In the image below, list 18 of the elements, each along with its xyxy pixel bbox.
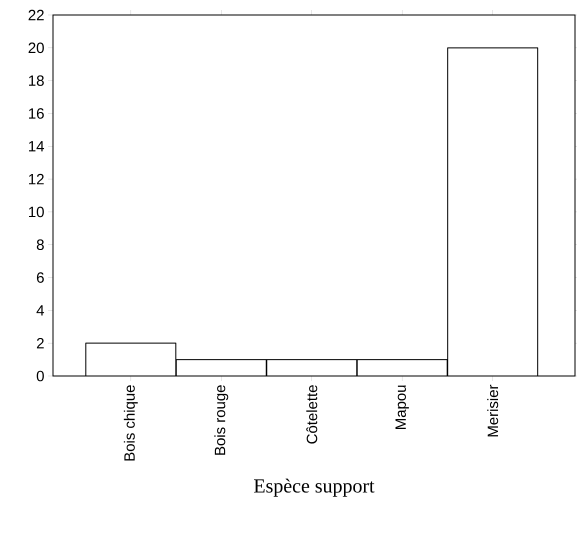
x-tick-label: Bois rouge [214,385,228,455]
y-tick-label: 4 [36,305,44,316]
x-axis-title: Espèce support [254,478,374,497]
y-tick-label: 18 [29,75,44,86]
x-tick-label: Merisier [487,384,498,436]
y-tick-label: 8 [36,239,44,250]
x-tick-label: Bois chique [124,385,138,461]
x-tick-label: Côtelette [306,385,318,444]
y-tick-label: 22 [28,10,44,20]
y-tick-label: 10 [29,206,44,218]
y-tick-label: 6 [36,272,44,283]
x-tick-label: Mapou [396,386,409,429]
y-tick-label: 20 [28,42,44,54]
y-tick-label: 2 [36,338,44,348]
y-tick-label: 0 [36,370,44,382]
y-tick-label: 12 [29,174,44,184]
y-tick-label: 14 [29,141,44,152]
y-tick-label: 16 [29,108,44,119]
